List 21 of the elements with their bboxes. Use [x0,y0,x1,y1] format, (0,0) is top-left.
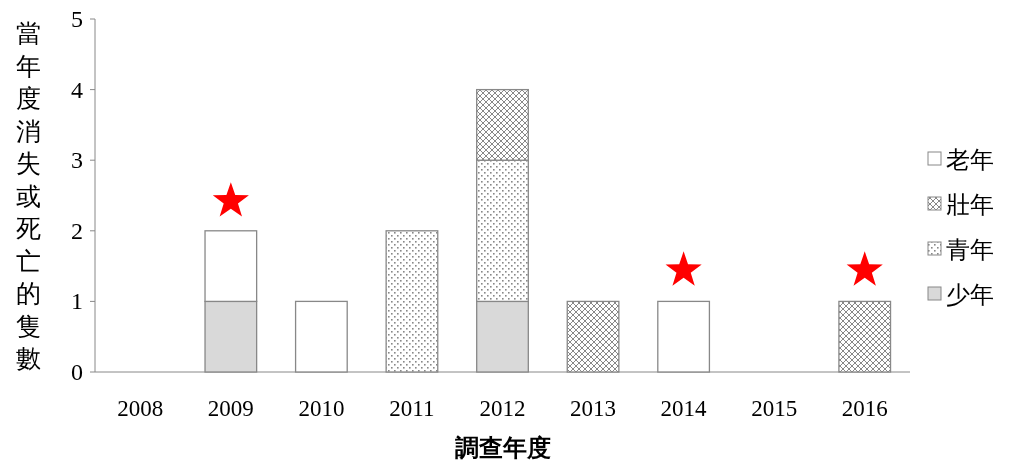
legend-label: 少年 [946,282,994,308]
x-tick-label: 2015 [751,396,798,421]
y-tick-label: 1 [71,288,83,315]
x-tick-label: 2009 [207,396,254,421]
x-tick-label: 2014 [660,396,708,421]
text: 當年度消失或死亡的隻數 [15,20,41,372]
legend-label: 青年 [946,237,994,263]
x-tick-label: 2016 [841,396,888,421]
y-tick-label: 0 [71,359,83,385]
legend-label: 壯年 [946,192,994,218]
y-tick-label: 2 [71,217,83,244]
x-axis-title: 調查年度 [454,435,551,461]
y-tick-label: 5 [71,6,83,32]
y-tick-label: 4 [71,76,83,103]
x-tick-label: 2010 [298,396,345,421]
x-tick-label: 2013 [570,396,617,421]
y-tick-label: 3 [71,147,83,174]
x-tick-label: 2012 [479,396,526,421]
legend-label: 老年 [946,147,994,173]
x-tick-label: 2011 [389,396,435,421]
x-tick-label: 2008 [117,396,164,421]
